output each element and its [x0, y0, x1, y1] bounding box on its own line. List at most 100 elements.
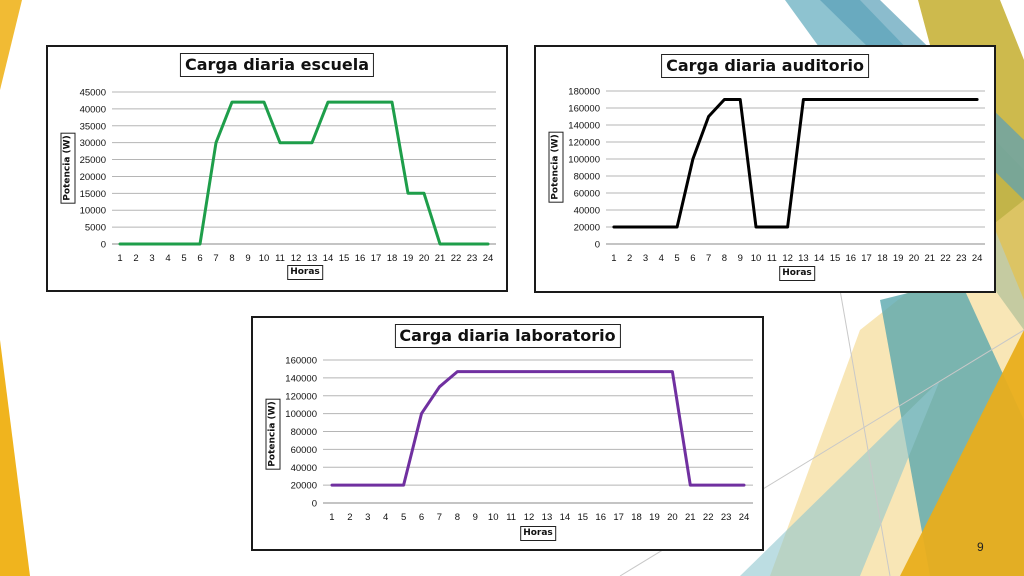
y-axis-label: Potencia (W) — [266, 398, 281, 469]
y-tick-label: 45000 — [80, 88, 106, 99]
x-tick-label: 1 — [117, 253, 122, 264]
chart-auditorio: 180000 160000 140000 120000 100000 80000 60000… — [534, 45, 996, 293]
x-tick-label: 19 — [893, 253, 904, 264]
x-tick-label: 8 — [722, 253, 727, 264]
x-tick-label: 23 — [721, 512, 732, 523]
y-tick-label: 80000 — [574, 172, 600, 183]
chart-title: Carga diaria laboratorio — [394, 324, 620, 348]
x-tick-label: 13 — [542, 512, 553, 523]
x-tick-label: 15 — [578, 512, 589, 523]
x-tick-label: 16 — [845, 253, 856, 264]
x-tick-label: 7 — [213, 253, 218, 264]
chart-laboratorio: 160000 140000 120000 100000 80000 60000 40000 2… — [251, 316, 764, 551]
chart-title: Carga diaria escuela — [180, 53, 374, 77]
x-tick-label: 24 — [483, 253, 494, 264]
left-gold-sliver-top — [0, 0, 22, 90]
x-tick-label: 16 — [595, 512, 606, 523]
x-tick-label: 5 — [181, 253, 186, 264]
y-tick-label: 5000 — [85, 223, 106, 234]
chart-title: Carga diaria auditorio — [661, 54, 869, 78]
y-tick-label: 0 — [101, 240, 106, 251]
x-tick-label: 2 — [347, 512, 352, 523]
y-tick-label: 35000 — [80, 121, 106, 132]
y-tick-label: 25000 — [80, 155, 106, 166]
y-tick-label: 60000 — [574, 189, 600, 200]
x-tick-label: 23 — [956, 253, 967, 264]
x-tick-label: 7 — [437, 512, 442, 523]
x-tick-label: 8 — [455, 512, 460, 523]
x-tick-label: 12 — [291, 253, 302, 264]
x-tick-label: 21 — [685, 512, 696, 523]
series-line — [332, 372, 744, 486]
x-tick-label: 9 — [738, 253, 743, 264]
y-tick-label: 0 — [595, 240, 600, 251]
chart-laboratorio-plot: 1600001400001200001000008000060000400002… — [253, 318, 762, 549]
y-tick-label: 20000 — [574, 223, 600, 234]
x-tick-label: 5 — [401, 512, 406, 523]
x-tick-label: 20 — [909, 253, 920, 264]
x-tick-label: 8 — [229, 253, 234, 264]
x-tick-label: 11 — [767, 253, 777, 264]
y-tick-label: 40000 — [574, 206, 600, 217]
y-tick-label: 40000 — [291, 463, 317, 474]
x-tick-label: 10 — [259, 253, 270, 264]
x-tick-label: 6 — [419, 512, 424, 523]
x-tick-label: 19 — [403, 253, 414, 264]
x-tick-label: 18 — [631, 512, 642, 523]
x-tick-label: 11 — [275, 253, 285, 264]
x-tick-label: 3 — [643, 253, 648, 264]
y-tick-label: 180000 — [568, 87, 600, 98]
x-tick-label: 18 — [387, 253, 398, 264]
x-tick-label: 15 — [339, 253, 350, 264]
chart-escuela-plot: 4500040000350003000025000200001500010000… — [48, 47, 506, 290]
x-tick-label: 9 — [473, 512, 478, 523]
x-tick-label: 4 — [659, 253, 664, 264]
y-tick-label: 100000 — [285, 409, 317, 420]
x-tick-label: 4 — [165, 253, 170, 264]
x-tick-label: 24 — [739, 512, 750, 523]
x-tick-label: 23 — [467, 253, 478, 264]
x-axis-label: Horas — [520, 526, 556, 541]
x-tick-label: 7 — [706, 253, 711, 264]
x-tick-label: 1 — [611, 253, 616, 264]
x-tick-label: 2 — [627, 253, 632, 264]
x-tick-label: 20 — [667, 512, 678, 523]
y-tick-label: 60000 — [291, 445, 317, 456]
left-gold-sliver-bottom — [0, 340, 30, 576]
y-tick-label: 40000 — [80, 104, 106, 115]
y-tick-label: 0 — [312, 499, 317, 510]
y-tick-label: 160000 — [285, 356, 317, 367]
x-tick-label: 10 — [751, 253, 762, 264]
x-tick-label: 3 — [365, 512, 370, 523]
x-tick-label: 18 — [877, 253, 888, 264]
x-tick-label: 9 — [245, 253, 250, 264]
x-tick-label: 24 — [972, 253, 983, 264]
x-tick-label: 17 — [613, 512, 624, 523]
page-number: 9 — [977, 540, 984, 554]
x-tick-label: 6 — [690, 253, 695, 264]
x-tick-label: 20 — [419, 253, 430, 264]
y-tick-label: 20000 — [80, 172, 106, 183]
y-tick-label: 15000 — [80, 189, 106, 200]
x-tick-label: 14 — [560, 512, 571, 523]
x-tick-label: 13 — [798, 253, 809, 264]
x-tick-label: 4 — [383, 512, 388, 523]
chart-auditorio-plot: 1800001600001400001200001000008000060000… — [536, 47, 994, 291]
y-tick-label: 10000 — [80, 206, 106, 217]
y-tick-label: 30000 — [80, 138, 106, 149]
x-tick-label: 11 — [506, 512, 516, 523]
y-tick-label: 80000 — [291, 427, 317, 438]
x-tick-label: 14 — [323, 253, 334, 264]
x-tick-label: 22 — [451, 253, 462, 264]
y-tick-label: 120000 — [568, 138, 600, 149]
x-tick-label: 13 — [307, 253, 318, 264]
y-tick-label: 160000 — [568, 104, 600, 115]
x-tick-label: 21 — [435, 253, 446, 264]
y-tick-label: 20000 — [291, 481, 317, 492]
x-tick-label: 22 — [940, 253, 951, 264]
x-axis-label: Horas — [287, 265, 323, 280]
x-tick-label: 5 — [674, 253, 679, 264]
x-tick-label: 14 — [814, 253, 825, 264]
y-tick-label: 140000 — [285, 373, 317, 384]
x-tick-label: 1 — [329, 512, 334, 523]
